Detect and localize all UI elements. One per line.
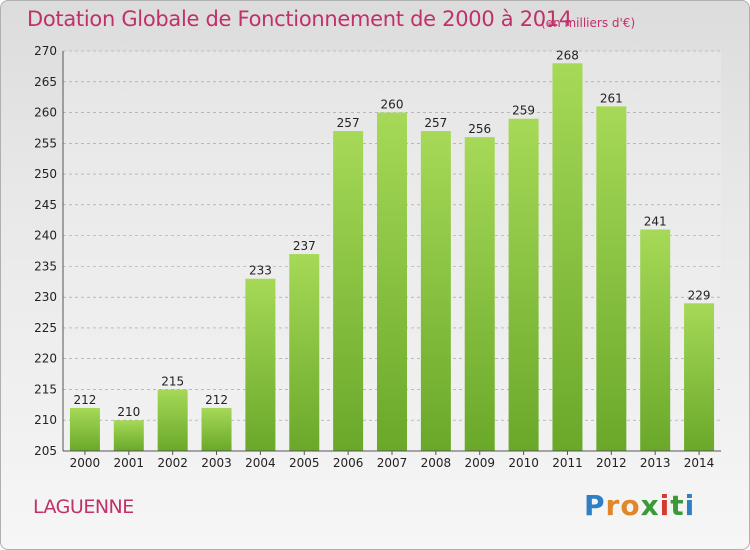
y-tick-label: 205 [34, 444, 57, 458]
bar [377, 112, 407, 452]
logo-letter: r [605, 489, 621, 522]
logo-letter: t [670, 489, 685, 522]
y-tick-label: 210 [34, 413, 57, 427]
data-label: 215 [161, 374, 184, 388]
chart-unit: (en milliers d'€) [541, 16, 636, 30]
y-tick-label: 240 [34, 229, 57, 243]
logo-letter: x [640, 489, 660, 522]
bar [245, 278, 276, 451]
data-label: 210 [117, 405, 140, 419]
x-tick-label: 2012 [596, 456, 627, 470]
x-tick-label: 2001 [114, 456, 145, 470]
logo-letter: o [620, 489, 641, 522]
data-label: 257 [337, 116, 360, 130]
x-tick-label: 2011 [552, 456, 583, 470]
y-tick-label: 220 [34, 352, 57, 366]
bar [640, 229, 671, 451]
bar [289, 254, 320, 451]
chart-title: Dotation Globale de Fonctionnement de 20… [27, 7, 572, 31]
bar [157, 389, 188, 451]
bar [420, 131, 451, 451]
x-tick-label: 2003 [201, 456, 232, 470]
bar [69, 407, 100, 451]
x-tick-label: 2009 [464, 456, 495, 470]
data-label: 233 [249, 264, 272, 278]
bar [333, 131, 364, 451]
y-tick-label: 270 [34, 44, 57, 58]
x-tick-label: 2010 [508, 456, 539, 470]
data-label: 237 [293, 239, 316, 253]
bar [464, 137, 495, 451]
bar [113, 420, 144, 451]
y-tick-label: 250 [34, 167, 57, 181]
logo-letter: i [659, 489, 671, 522]
data-label: 268 [556, 48, 579, 62]
data-label: 229 [688, 288, 711, 302]
logo-letter: P [584, 489, 606, 522]
data-label: 260 [381, 98, 404, 112]
x-tick-label: 2002 [157, 456, 188, 470]
data-label: 241 [644, 214, 667, 228]
data-label: 212 [73, 393, 96, 407]
y-tick-label: 265 [34, 75, 57, 89]
logo-letter: i [684, 489, 696, 522]
bar [596, 106, 627, 451]
bar [508, 118, 539, 451]
data-label: 257 [424, 116, 447, 130]
bar [201, 407, 232, 451]
data-label: 212 [205, 393, 228, 407]
y-tick-label: 215 [34, 382, 57, 396]
x-tick-label: 2013 [640, 456, 671, 470]
x-tick-label: 2006 [333, 456, 364, 470]
place-name: LAGUENNE [33, 496, 134, 518]
data-label: 261 [600, 91, 623, 105]
y-tick-label: 255 [34, 136, 57, 150]
x-tick-label: 2005 [289, 456, 320, 470]
data-label: 256 [468, 122, 491, 136]
y-tick-label: 260 [34, 106, 57, 120]
bar [552, 63, 583, 452]
x-tick-label: 2000 [70, 456, 101, 470]
bar [684, 303, 715, 451]
y-tick-label: 225 [34, 321, 57, 335]
x-tick-label: 2004 [245, 456, 276, 470]
y-tick-label: 230 [34, 290, 57, 304]
data-label: 259 [512, 104, 535, 118]
y-tick-label: 235 [34, 259, 57, 273]
x-tick-label: 2007 [377, 456, 408, 470]
x-tick-label: 2008 [421, 456, 452, 470]
x-tick-label: 2014 [684, 456, 715, 470]
proxiti-logo: Proxiti [584, 489, 695, 522]
y-tick-label: 245 [34, 198, 57, 212]
